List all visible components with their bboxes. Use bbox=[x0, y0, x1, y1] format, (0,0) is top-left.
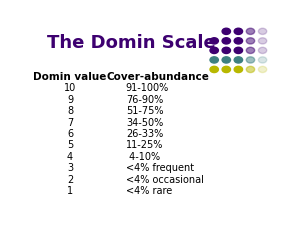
Text: 8: 8 bbox=[67, 106, 73, 116]
Circle shape bbox=[234, 38, 243, 44]
Circle shape bbox=[210, 47, 218, 54]
Circle shape bbox=[234, 66, 243, 73]
Circle shape bbox=[222, 28, 230, 34]
Circle shape bbox=[222, 57, 230, 63]
Text: 5: 5 bbox=[67, 140, 73, 151]
Text: 2: 2 bbox=[67, 175, 73, 185]
Circle shape bbox=[210, 57, 218, 63]
Text: 34-50%: 34-50% bbox=[126, 118, 163, 128]
Text: 9: 9 bbox=[67, 95, 73, 105]
Text: 6: 6 bbox=[67, 129, 73, 139]
Text: <4% occasional: <4% occasional bbox=[126, 175, 204, 185]
Circle shape bbox=[246, 57, 255, 63]
Text: 10: 10 bbox=[64, 83, 76, 93]
Circle shape bbox=[222, 66, 230, 73]
Circle shape bbox=[222, 47, 230, 54]
Circle shape bbox=[258, 47, 267, 54]
Text: 51-75%: 51-75% bbox=[126, 106, 163, 116]
Circle shape bbox=[246, 66, 255, 73]
Text: <4% rare: <4% rare bbox=[126, 186, 172, 196]
Circle shape bbox=[234, 28, 243, 34]
Circle shape bbox=[258, 28, 267, 34]
Circle shape bbox=[258, 57, 267, 63]
Circle shape bbox=[210, 66, 218, 73]
Text: <4% frequent: <4% frequent bbox=[126, 163, 194, 173]
Circle shape bbox=[222, 38, 230, 44]
Text: 11-25%: 11-25% bbox=[126, 140, 163, 151]
Text: 3: 3 bbox=[67, 163, 73, 173]
Circle shape bbox=[210, 38, 218, 44]
Text: 4: 4 bbox=[67, 152, 73, 162]
Text: 1: 1 bbox=[67, 186, 73, 196]
Text: 26-33%: 26-33% bbox=[126, 129, 163, 139]
Text: Cover-abundance: Cover-abundance bbox=[107, 72, 210, 82]
Circle shape bbox=[234, 47, 243, 54]
Text: 4-10%: 4-10% bbox=[126, 152, 160, 162]
Text: Domin value: Domin value bbox=[33, 72, 107, 82]
Circle shape bbox=[234, 57, 243, 63]
Text: The Domin Scale: The Domin Scale bbox=[47, 34, 216, 52]
Circle shape bbox=[258, 38, 267, 44]
Circle shape bbox=[246, 47, 255, 54]
Text: 76-90%: 76-90% bbox=[126, 95, 163, 105]
Circle shape bbox=[246, 28, 255, 34]
Circle shape bbox=[258, 66, 267, 73]
Text: 91-100%: 91-100% bbox=[126, 83, 169, 93]
Circle shape bbox=[246, 38, 255, 44]
Text: 7: 7 bbox=[67, 118, 73, 128]
